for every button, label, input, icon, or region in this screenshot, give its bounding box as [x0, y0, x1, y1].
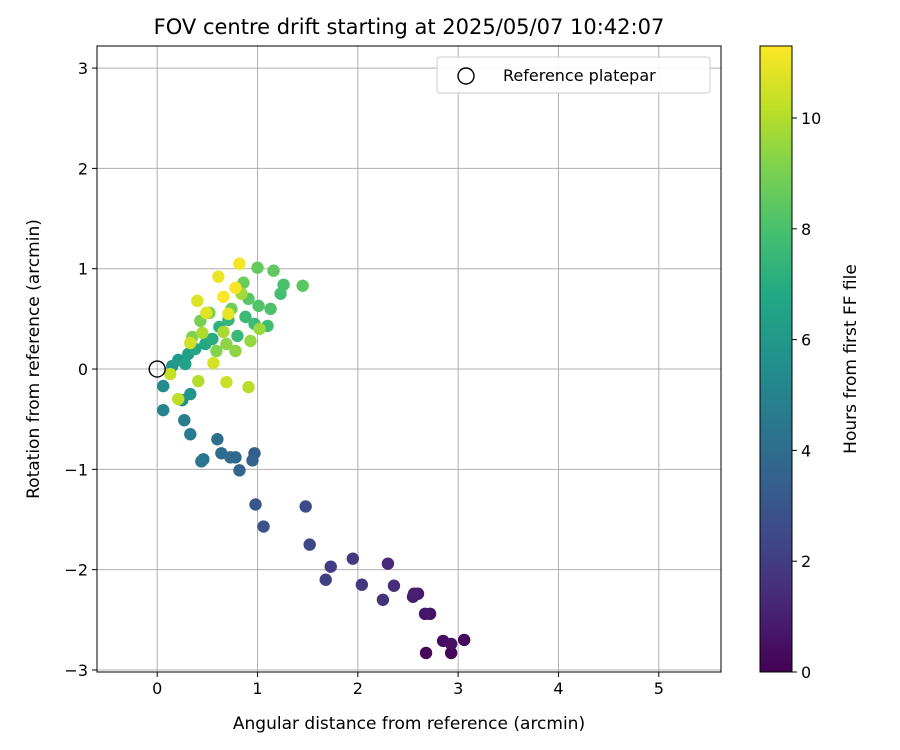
data-point — [381, 557, 395, 570]
data-point — [346, 552, 360, 565]
data-point — [179, 357, 192, 371]
x-tick-label: 1 — [252, 679, 262, 698]
data-point — [407, 587, 421, 600]
data-point — [303, 538, 316, 551]
data-point — [157, 403, 170, 417]
data-point — [191, 294, 204, 308]
legend-reference-marker — [457, 67, 475, 85]
data-point — [419, 646, 433, 660]
data-point — [164, 367, 177, 381]
data-point — [387, 579, 401, 592]
colorbar-tick-label: 2 — [801, 552, 811, 571]
data-point — [444, 637, 458, 651]
x-tick-label: 3 — [453, 679, 463, 698]
data-point — [233, 257, 246, 270]
x-tick-label: 4 — [553, 679, 563, 698]
colorbar-tick-label: 6 — [801, 331, 811, 350]
data-point — [444, 646, 458, 660]
data-point — [231, 329, 244, 343]
y-tick-label: −2 — [64, 561, 88, 580]
x-axis-ticks: 0 1 2 3 4 5 — [152, 672, 664, 698]
y-tick-label: 1 — [78, 260, 88, 279]
data-point — [296, 279, 309, 292]
data-point — [267, 264, 280, 277]
y-axis-ticks: −3 −2 −1 0 1 2 3 — [64, 59, 97, 680]
data-point — [242, 380, 255, 394]
data-point — [229, 281, 242, 294]
data-point — [157, 379, 170, 393]
data-point — [418, 607, 432, 621]
data-point — [184, 428, 197, 441]
data-point — [192, 374, 205, 388]
data-point — [252, 299, 265, 313]
data-point — [217, 325, 230, 339]
y-axis-label: Rotation from reference (arcmin) — [24, 219, 44, 499]
data-point — [211, 433, 224, 446]
x-tick-label: 0 — [152, 679, 162, 698]
data-point — [239, 310, 252, 324]
colorbar-tick-label: 8 — [801, 220, 811, 239]
reference-platepar-marker — [148, 360, 166, 378]
data-point — [277, 278, 290, 291]
colorbar — [759, 45, 793, 673]
colorbar-tick-label: 10 — [801, 109, 821, 128]
data-point — [229, 344, 242, 358]
data-point — [217, 290, 230, 304]
scatter-points — [157, 257, 471, 660]
data-point — [220, 337, 233, 351]
x-tick-label: 2 — [353, 679, 363, 698]
data-point — [220, 375, 233, 389]
data-point — [251, 261, 264, 274]
data-point — [210, 344, 223, 358]
plot-frame — [96, 45, 722, 673]
data-point — [376, 593, 390, 606]
y-tick-label: −1 — [64, 460, 88, 479]
data-point — [195, 455, 208, 468]
colorbar-tick-label: 0 — [801, 663, 811, 682]
x-tick-label: 5 — [654, 679, 664, 698]
data-point — [246, 454, 259, 467]
data-point — [215, 447, 228, 460]
y-tick-label: −3 — [64, 661, 88, 680]
colorbar-tick-label: 4 — [801, 441, 811, 460]
data-point — [212, 270, 225, 283]
data-point — [324, 560, 337, 573]
colorbar-label: Hours from first FF file — [841, 264, 861, 454]
colorbar-ticks: 0 2 4 6 8 10 — [792, 109, 821, 682]
data-point — [196, 326, 209, 340]
data-point — [264, 302, 277, 316]
data-point — [319, 573, 332, 586]
data-point — [222, 307, 235, 321]
data-point — [457, 633, 471, 647]
chart-title: FOV centre drift starting at 2025/05/07 … — [154, 15, 665, 39]
data-point — [253, 322, 266, 336]
data-point — [355, 578, 369, 591]
legend: Reference platepar — [436, 56, 711, 94]
x-axis-label: Angular distance from reference (arcmin) — [233, 714, 585, 734]
data-point — [244, 334, 257, 348]
data-point — [178, 413, 191, 427]
data-point — [299, 500, 312, 513]
y-tick-label: 2 — [78, 159, 88, 178]
data-point — [206, 332, 219, 346]
y-tick-label: 3 — [78, 59, 88, 78]
y-tick-label: 0 — [78, 360, 88, 379]
data-point — [257, 520, 270, 533]
legend-box — [436, 56, 711, 94]
legend-label-reference: Reference platepar — [503, 66, 656, 85]
data-point — [233, 464, 246, 477]
data-point — [172, 392, 185, 406]
data-point — [207, 356, 220, 370]
data-point — [249, 498, 262, 511]
data-point — [184, 336, 197, 350]
data-point — [184, 387, 197, 401]
data-point — [200, 306, 213, 320]
